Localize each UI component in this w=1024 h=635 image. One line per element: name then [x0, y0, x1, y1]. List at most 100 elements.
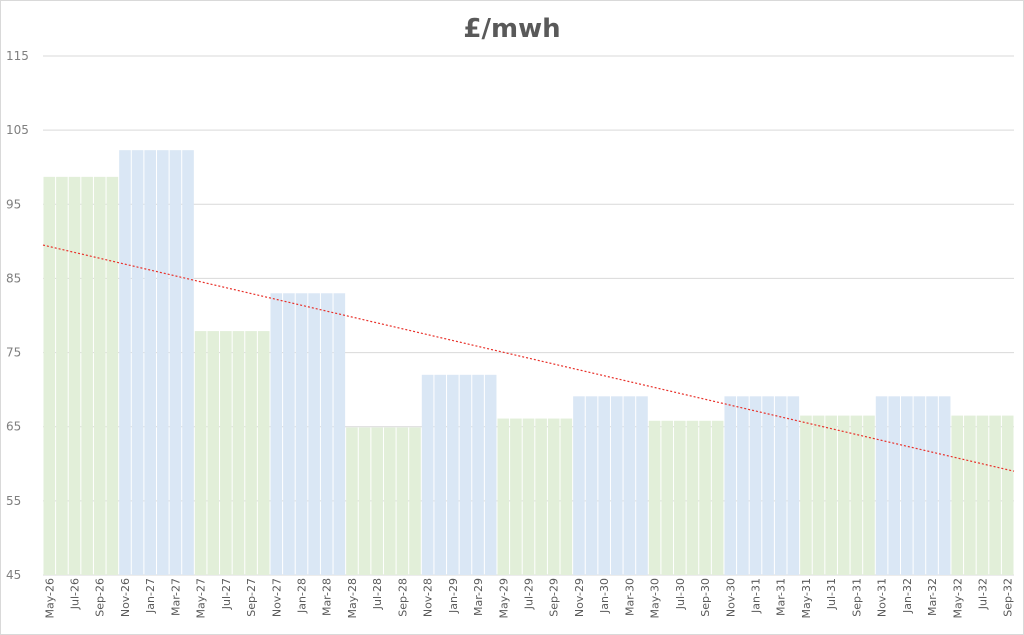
x-tick-label: Jul-28 [371, 578, 384, 610]
bar-Feb-32 [913, 396, 926, 575]
x-tick-label: Jul-32 [976, 578, 989, 610]
bar-Sep-30 [699, 420, 711, 575]
bar-Dec-26 [131, 150, 144, 575]
bar-May-30 [648, 420, 661, 575]
x-tick-label: Sep-32 [1002, 578, 1015, 617]
x-tick-label: Nov-30 [724, 578, 737, 617]
x-tick-label: Nov-29 [573, 578, 586, 617]
bar-Oct-26 [106, 176, 119, 576]
bar-Apr-30 [636, 396, 648, 575]
x-tick-label: Jul-29 [523, 578, 536, 610]
bar-Feb-31 [762, 396, 774, 575]
y-tick-label: 105 [6, 123, 29, 137]
bar-Mar-28 [320, 293, 333, 575]
x-tick-label: Jul-27 [220, 578, 233, 610]
y-tick-label: 95 [6, 197, 21, 211]
bar-Jan-31 [749, 396, 762, 575]
bar-Dec-29 [585, 396, 598, 575]
x-tick-label: Mar-28 [321, 578, 334, 616]
bar-Jun-26 [56, 176, 68, 576]
bar-Nov-28 [421, 374, 434, 575]
bar-Aug-27 [232, 331, 245, 575]
bar-Oct-29 [560, 418, 573, 575]
bar-Jul-31 [825, 415, 837, 575]
x-tick-label: Sep-30 [699, 578, 712, 617]
bar-Dec-27 [283, 293, 295, 575]
x-axis-ticks: May-26 Jul-26 Sep-26 Nov-26 Jan-27 Mar-27 May-… [43, 578, 1014, 619]
bar-Apr-27 [182, 150, 194, 575]
bar-Sep-31 [850, 415, 863, 575]
bar-Feb-30 [610, 396, 623, 575]
bar-Oct-31 [863, 415, 875, 575]
x-tick-label: Sep-26 [94, 578, 107, 617]
bar-Oct-27 [257, 331, 270, 575]
x-tick-label: May-26 [43, 578, 56, 619]
x-tick-label: Mar-29 [472, 578, 485, 616]
bar-Jun-27 [207, 331, 220, 575]
bar-Oct-30 [711, 420, 724, 575]
chart-title: £/mwh [463, 14, 561, 44]
x-tick-label: Jan-29 [447, 578, 460, 614]
y-tick-label: 115 [6, 49, 29, 63]
bar-Jun-29 [510, 418, 522, 575]
x-tick-label: Jan-27 [144, 578, 157, 614]
bar-Jul-27 [220, 331, 232, 575]
x-tick-label: Jan-30 [598, 578, 611, 614]
bar-Jul-28 [371, 427, 383, 575]
bar-Jun-31 [812, 415, 825, 575]
bar-Mar-32 [926, 396, 938, 575]
bar-May-32 [951, 415, 964, 575]
bar-Jul-26 [68, 176, 81, 576]
x-tick-label: Jan-32 [901, 578, 914, 614]
bar-Sep-26 [93, 176, 106, 576]
bar-Nov-31 [875, 396, 888, 575]
bar-Sep-28 [396, 427, 409, 575]
bar-May-29 [497, 418, 510, 575]
bar-Mar-31 [774, 396, 787, 575]
bar-Jul-30 [674, 420, 686, 575]
bar-Sep-32 [1001, 415, 1014, 575]
x-tick-label: Nov-31 [876, 578, 889, 617]
x-tick-label: Sep-27 [245, 578, 258, 617]
x-tick-label: May-28 [346, 578, 359, 619]
bar-Jan-30 [598, 396, 610, 575]
bar-Aug-31 [837, 415, 850, 575]
bar-Feb-28 [308, 293, 320, 575]
x-tick-label: May-32 [951, 578, 964, 619]
x-tick-label: May-31 [800, 578, 813, 619]
bar-Nov-29 [573, 396, 585, 575]
bar-Jan-28 [295, 293, 308, 575]
x-tick-label: Mar-32 [926, 578, 939, 616]
bar-May-26 [43, 176, 56, 576]
x-tick-label: Jan-31 [749, 578, 762, 614]
bar-Mar-29 [472, 374, 484, 575]
bar-Nov-27 [270, 293, 283, 575]
bar-Jun-30 [661, 420, 674, 575]
y-tick-label: 65 [6, 420, 21, 434]
bar-Jul-32 [976, 415, 989, 575]
x-tick-label: May-29 [497, 578, 510, 619]
x-tick-label: Mar-27 [169, 578, 182, 616]
bar-Jan-27 [144, 150, 156, 575]
x-tick-label: May-27 [195, 578, 208, 619]
bar-Mar-30 [623, 396, 636, 575]
bar-Apr-28 [333, 293, 346, 575]
bar-Apr-32 [938, 396, 951, 575]
x-tick-label: Sep-31 [850, 578, 863, 617]
bar-May-27 [194, 331, 207, 575]
bar-May-28 [346, 427, 358, 575]
x-tick-label: Jul-31 [825, 578, 838, 610]
bar-Jan-29 [447, 374, 459, 575]
x-tick-label: Nov-27 [270, 578, 283, 617]
x-tick-label: Mar-30 [623, 578, 636, 616]
bar-Aug-29 [535, 418, 547, 575]
y-tick-label: 55 [6, 494, 21, 508]
bar-Sep-29 [547, 418, 560, 575]
y-axis-ticks: 45 55 65 75 85 95 105 115 [6, 49, 29, 582]
x-tick-label: Sep-29 [548, 578, 561, 617]
x-tick-label: Nov-28 [422, 578, 435, 617]
x-tick-label: Sep-28 [396, 578, 409, 617]
x-tick-label: Jul-26 [69, 578, 82, 610]
bars [43, 150, 1014, 576]
